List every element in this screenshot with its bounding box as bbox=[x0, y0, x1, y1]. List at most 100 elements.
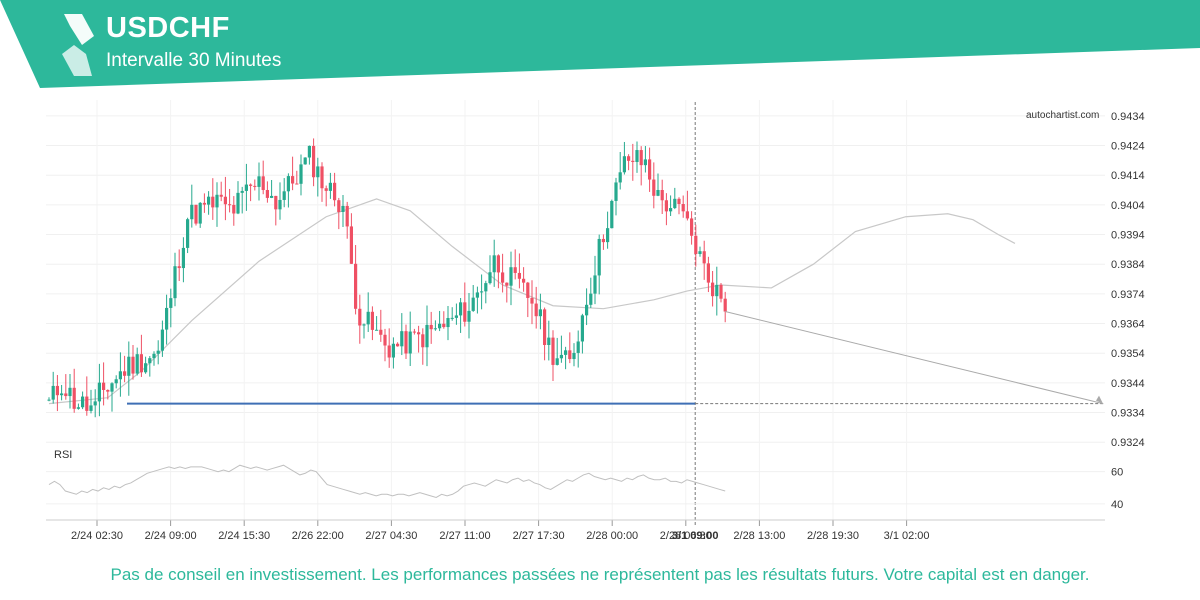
candle-body bbox=[618, 172, 622, 183]
candle bbox=[429, 311, 433, 344]
candle bbox=[97, 363, 101, 417]
candle-body bbox=[526, 282, 530, 298]
candle bbox=[690, 211, 694, 245]
candle bbox=[685, 190, 689, 221]
candle-body bbox=[387, 345, 391, 358]
candle bbox=[152, 351, 156, 366]
candle bbox=[320, 162, 324, 202]
candle bbox=[72, 368, 76, 413]
candle bbox=[358, 294, 362, 344]
candle bbox=[257, 162, 261, 201]
candle bbox=[127, 341, 131, 396]
support-level-group bbox=[127, 311, 1105, 405]
candle-body bbox=[253, 185, 257, 187]
candle bbox=[681, 195, 685, 218]
current-time-label: 3/1 09:00 bbox=[672, 530, 718, 542]
y-tick-label: 0.9364 bbox=[1111, 319, 1145, 331]
candle bbox=[438, 310, 442, 332]
candle bbox=[93, 389, 97, 418]
candle bbox=[480, 274, 484, 310]
candle-body bbox=[219, 194, 223, 197]
candle bbox=[530, 280, 534, 325]
candle-body bbox=[660, 189, 664, 201]
candle bbox=[316, 157, 320, 197]
candle bbox=[677, 197, 681, 215]
candle bbox=[463, 282, 467, 327]
candle bbox=[555, 337, 559, 366]
candle-body bbox=[47, 399, 51, 401]
candle-body bbox=[669, 208, 673, 212]
x-tick-label: 2/24 09:00 bbox=[145, 530, 197, 542]
candle bbox=[270, 179, 274, 199]
candle bbox=[55, 375, 59, 412]
candle bbox=[51, 371, 55, 404]
candle bbox=[450, 307, 454, 321]
candle bbox=[618, 152, 622, 190]
candle-body bbox=[118, 371, 122, 380]
candle-body bbox=[454, 315, 458, 318]
candle-body bbox=[97, 382, 101, 402]
candle bbox=[274, 195, 278, 226]
candle bbox=[568, 332, 572, 364]
x-tick-label: 2/24 15:30 bbox=[218, 530, 270, 542]
candle bbox=[265, 181, 269, 203]
candle-body bbox=[312, 145, 316, 178]
candle-body bbox=[690, 218, 694, 236]
candle bbox=[76, 403, 80, 410]
candle-body bbox=[265, 190, 269, 198]
candle-body bbox=[517, 272, 521, 279]
candle-body bbox=[270, 195, 274, 198]
candle-body bbox=[496, 255, 500, 273]
candle-body bbox=[156, 350, 160, 354]
candle-body bbox=[446, 318, 450, 328]
candle-body bbox=[400, 331, 404, 347]
candle bbox=[509, 251, 513, 306]
candle-body bbox=[244, 184, 248, 191]
candle-body bbox=[501, 272, 505, 283]
candle bbox=[475, 286, 479, 314]
candle bbox=[433, 320, 437, 331]
candle-body bbox=[580, 315, 584, 342]
candle-body bbox=[89, 405, 93, 411]
candle bbox=[711, 271, 715, 307]
candle bbox=[240, 186, 244, 214]
candle-body bbox=[131, 356, 135, 374]
candle-body bbox=[60, 393, 64, 396]
candle-body bbox=[169, 298, 173, 308]
candle bbox=[471, 284, 475, 312]
candle-body bbox=[228, 204, 232, 206]
candle-body bbox=[236, 192, 240, 214]
candle bbox=[501, 253, 505, 293]
candle bbox=[454, 303, 458, 325]
candle-body bbox=[589, 293, 593, 305]
candle bbox=[547, 320, 551, 361]
candle bbox=[576, 330, 580, 368]
y-tick-label: 0.9434 bbox=[1111, 111, 1145, 123]
candle bbox=[383, 328, 387, 362]
candle bbox=[249, 183, 253, 202]
candle bbox=[702, 240, 706, 280]
candle-body bbox=[627, 156, 631, 161]
candle-body bbox=[68, 387, 72, 397]
autochartist-logo-icon bbox=[62, 14, 94, 76]
candlestick-series bbox=[47, 138, 727, 418]
watermark-text: autochartist.com bbox=[1026, 110, 1099, 121]
rsi-tick-label: 40 bbox=[1111, 499, 1123, 511]
candle bbox=[139, 334, 143, 377]
candle-body bbox=[522, 278, 526, 283]
candle-body bbox=[223, 196, 227, 205]
candle-body bbox=[152, 353, 156, 359]
candle-body bbox=[72, 387, 76, 409]
candle-body bbox=[177, 266, 181, 269]
candle bbox=[656, 173, 660, 197]
candle-body bbox=[408, 331, 412, 354]
candle bbox=[181, 237, 185, 283]
candle bbox=[345, 201, 349, 239]
candle bbox=[484, 280, 488, 304]
candle bbox=[114, 375, 118, 389]
candle bbox=[564, 346, 568, 370]
y-tick-label: 0.9324 bbox=[1111, 437, 1145, 449]
candle bbox=[505, 282, 509, 303]
x-tick-label: 2/24 02:30 bbox=[71, 530, 123, 542]
projection-arrowhead bbox=[1096, 395, 1103, 404]
